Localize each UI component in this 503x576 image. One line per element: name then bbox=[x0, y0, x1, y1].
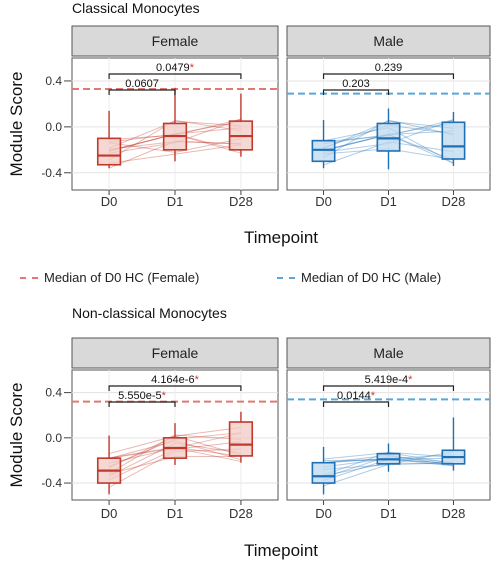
chart-1-xlabel: Timepoint bbox=[244, 541, 318, 560]
chart-0-panel-0-xtick-label-2: D28 bbox=[229, 194, 253, 209]
chart-0-panel-1-box-0-body bbox=[311, 139, 336, 163]
chart-0-panel-1-comparison-1-pvalue: 0.203 bbox=[342, 78, 370, 90]
chart-0-panel-1-xtick-label-1: D1 bbox=[380, 194, 397, 209]
chart-0-ytick-label-1: 0.0 bbox=[45, 120, 62, 134]
chart-0-panel-0-strip bbox=[71, 25, 279, 57]
chart-1-ytick-label-0: -0.4 bbox=[41, 476, 62, 490]
chart-0-title: Classical Monocytes bbox=[72, 0, 200, 16]
chart-1-panel-1-comparison-0-bracket bbox=[322, 385, 455, 391]
chart-1-panel-1-xtick-label-1: D1 bbox=[380, 506, 397, 521]
chart-1-panel-0-comparison-0-bracket bbox=[108, 385, 242, 391]
chart-1-panel-1-comparison-0-significance-star: * bbox=[408, 374, 413, 386]
chart-1-panel-1-comparison-1-pvalue: 0.0144 bbox=[337, 390, 371, 402]
chart-0-ytick-label-2: 0.4 bbox=[45, 74, 62, 88]
chart-1-panel-0-comparison-1-pvalue: 5.550e-5 bbox=[118, 390, 161, 402]
chart-0-panel-0-xtick-label-1: D1 bbox=[167, 194, 184, 209]
legend-label-female: Median of D0 HC (Female) bbox=[44, 270, 200, 285]
chart-0-panel-0-comparison-1-label: 0.0607 bbox=[125, 78, 159, 90]
chart-0-panel-0-comparison-0-pvalue: 0.0479 bbox=[156, 62, 190, 74]
chart-1-panel-0-xtick-label-2: D28 bbox=[229, 506, 253, 521]
chart-0-panel-1-box-2-body bbox=[441, 121, 466, 160]
chart-0-panel-1-comparison-1-label: 0.203 bbox=[342, 78, 370, 90]
chart-1-panel-0-comparison-1-bracket bbox=[108, 401, 176, 407]
chart-0-panel-1-xtick-label-0: D0 bbox=[315, 194, 332, 209]
chart-1-panel-1-comparison-0-label: 5.419e-4* bbox=[365, 374, 413, 386]
chart-1-ylabel: Module Score bbox=[7, 383, 26, 488]
chart-0-panel-0-xtick-label-0: D0 bbox=[101, 194, 118, 209]
chart-0-panel-1-strip bbox=[286, 25, 491, 57]
chart-1-panel-0-comparison-0-label: 4.164e-6* bbox=[151, 374, 199, 386]
chart-1-panel-0-comparison-0-significance-star: * bbox=[195, 374, 200, 386]
chart-1-panel-0-comparison-1-label: 5.550e-5* bbox=[118, 390, 166, 402]
legend-item-male: Median of D0 HC (Male) bbox=[277, 270, 441, 285]
chart-0-panel-0-box-0-body bbox=[96, 137, 122, 166]
chart-1-panel-1-strip bbox=[286, 337, 491, 369]
chart-0-panel-1-strip-label: Male bbox=[373, 33, 404, 49]
chart-1-panel-1-comparison-1-bracket bbox=[322, 401, 390, 407]
chart-1-panel-1-xtick-label-2: D28 bbox=[442, 506, 466, 521]
chart-0-xlabel: Timepoint bbox=[244, 228, 318, 247]
chart-0-panel-1-box-1-body bbox=[376, 122, 401, 152]
chart-1-title: Non-classical Monocytes bbox=[72, 305, 227, 321]
chart-1-panel-0-comparison-1-significance-star: * bbox=[162, 390, 167, 402]
legend-swatch-male bbox=[277, 276, 295, 279]
chart-0-ytick-label-0: -0.4 bbox=[41, 166, 62, 180]
chart-1-panel-1-strip-label: Male bbox=[373, 345, 404, 361]
chart-0-ylabel: Module Score bbox=[7, 72, 26, 177]
chart-1-panel-1-comparison-1-significance-star: * bbox=[371, 390, 376, 402]
chart-1-panel-1-box-0-body bbox=[311, 461, 336, 484]
chart-1-panel-1-comparison-1-label: 0.0144* bbox=[337, 390, 376, 402]
chart-0-panel-0-comparison-1-bracket bbox=[108, 89, 176, 95]
chart-1-panel-1-comparison-0-pvalue: 5.419e-4 bbox=[365, 374, 408, 386]
chart-0-panel-1-comparison-0-bracket bbox=[322, 73, 455, 79]
chart-1-panel-0-comparison-0-pvalue: 4.164e-6 bbox=[151, 374, 194, 386]
legend: Median of D0 HC (Female) Median of D0 HC… bbox=[0, 270, 503, 290]
legend-swatch-female bbox=[20, 276, 38, 279]
chart-0-panel-0-comparison-1-pvalue: 0.0607 bbox=[125, 78, 159, 90]
chart-1-ytick-label-2: 0.4 bbox=[45, 386, 62, 400]
chart-0-panel-1-comparison-0-label: 0.239 bbox=[375, 62, 403, 74]
chart-1-panel-0-strip bbox=[71, 337, 279, 369]
legend-item-female: Median of D0 HC (Female) bbox=[20, 270, 199, 285]
chart-0-panel-1-comparison-0-pvalue: 0.239 bbox=[375, 62, 403, 74]
chart-0-panel-0-comparison-0-bracket bbox=[108, 73, 242, 79]
chart-1-ytick-label-1: 0.0 bbox=[45, 431, 62, 445]
chart-0-panel-1-comparison-1-bracket bbox=[322, 89, 390, 95]
legend-label-male: Median of D0 HC (Male) bbox=[301, 270, 442, 285]
chart-1-panel-0-box-2-body bbox=[228, 421, 254, 457]
chart-0-panel-0-comparison-0-label: 0.0479* bbox=[156, 62, 195, 74]
chart-1-panel-0-strip-label: Female bbox=[152, 345, 199, 361]
chart-1-panel-0-xtick-label-0: D0 bbox=[101, 506, 118, 521]
chart-1-panel-1-xtick-label-0: D0 bbox=[315, 506, 332, 521]
chart-1-panel-0-xtick-label-1: D1 bbox=[167, 506, 184, 521]
chart-0-panel-0-comparison-0-significance-star: * bbox=[190, 62, 195, 74]
chart-0-panel-0-strip-label: Female bbox=[152, 33, 199, 49]
chart-0-panel-1-xtick-label-2: D28 bbox=[442, 194, 466, 209]
